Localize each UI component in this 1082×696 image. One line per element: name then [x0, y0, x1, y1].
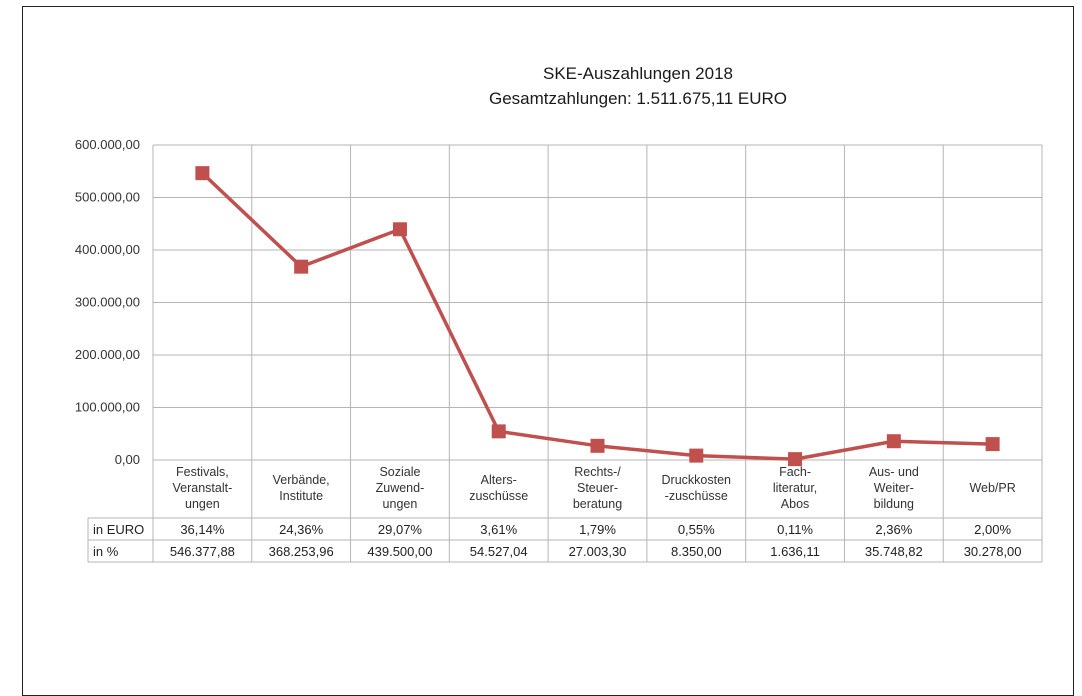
table-cell: 0,11%	[777, 522, 813, 537]
category-label-line: Soziale	[379, 465, 420, 479]
category-label: Festivals, Veranstalt-ungen	[173, 465, 233, 511]
category-label-line: Druckkosten	[662, 473, 732, 487]
chart-title: SKE-Auszahlungen 2018	[543, 64, 733, 83]
category-label-line: Aus- und	[869, 465, 919, 479]
category-label-line: Steuer-	[577, 481, 618, 495]
table-cell: 2,36%	[875, 522, 912, 537]
data-point-marker	[294, 259, 309, 274]
table-cell: 35.748,82	[865, 544, 923, 559]
category-label-line: Abos	[781, 497, 810, 511]
data-table: in EURO 36,14% 24,36% 29,07% 3,61% 1,79% 0,55%…	[87, 517, 1042, 563]
y-tick-label: 200.000,00	[75, 347, 140, 362]
category-label: Soziale Zuwend-ungen	[376, 465, 425, 511]
table-cell: 2,00%	[974, 522, 1011, 537]
category-label-line: zuschüsse	[469, 489, 528, 503]
y-axis-ticks: 0,00 100.000,00 200.000,00 300.000,00 400.00…	[75, 137, 140, 467]
data-point-marker	[886, 434, 901, 449]
data-point-marker	[392, 222, 407, 237]
category-label-line: ungen	[383, 497, 418, 511]
category-label-line: Zuwend-	[376, 481, 425, 495]
category-label-line: Weiter-	[874, 481, 914, 495]
series-line	[195, 166, 1000, 467]
table-row-header: in EURO	[93, 522, 144, 537]
table-cell: 368.253,96	[269, 544, 334, 559]
category-label-line: Web/PR	[969, 481, 1015, 495]
data-point-marker	[195, 166, 210, 181]
y-tick-label: 100.000,00	[75, 400, 140, 415]
table-cell: 1.636,11	[770, 544, 820, 559]
category-label: Fach-literatur, Abos	[773, 465, 817, 511]
category-label: Aus- und Weiter-bildung	[869, 465, 919, 511]
table-cell: 29,07%	[378, 522, 423, 537]
category-label: Rechts-/ Steuer-beratung	[573, 465, 622, 511]
table-cell: 3,61%	[480, 522, 517, 537]
category-label-line: Veranstalt-	[173, 481, 233, 495]
category-label-line: ungen	[185, 497, 220, 511]
series-line-path	[201, 171, 993, 461]
category-label-line: Rechts-/	[574, 465, 621, 479]
grid-lines	[152, 144, 1043, 562]
table-cell: 24,36%	[279, 522, 324, 537]
table-cell: 0,55%	[678, 522, 715, 537]
category-label-line: Fach-	[779, 465, 811, 479]
table-cell: 30.278,00	[964, 544, 1022, 559]
category-label: Verbände, Institute	[273, 473, 330, 503]
table-cell: 1,79%	[579, 522, 616, 537]
category-label-line: literatur,	[773, 481, 817, 495]
data-point-marker	[689, 448, 704, 463]
y-tick-label: 600.000,00	[75, 137, 140, 152]
y-tick-label: 300.000,00	[75, 295, 140, 310]
category-label-line: -zuschüsse	[665, 489, 728, 503]
category-label-line: Festivals,	[176, 465, 229, 479]
chart-subtitle: Gesamtzahlungen: 1.511.675,11 EURO	[489, 89, 787, 108]
category-label-line: Institute	[279, 489, 323, 503]
category-label-line: bildung	[874, 497, 914, 511]
table-cell: 8.350,00	[671, 544, 722, 559]
table-cell: 27.003,30	[569, 544, 627, 559]
category-label: Alters-zuschüsse	[469, 473, 528, 503]
y-tick-label: 0,00	[115, 452, 140, 467]
data-point-marker	[590, 438, 605, 453]
category-label-line: Verbände,	[273, 473, 330, 487]
y-tick-label: 500.000,00	[75, 190, 140, 205]
table-cell: 546.377,88	[170, 544, 235, 559]
category-label-line: Alters-	[481, 473, 517, 487]
data-point-marker	[491, 424, 506, 439]
data-point-marker	[985, 437, 1000, 452]
category-label-line: beratung	[573, 497, 622, 511]
data-point-marker	[788, 452, 803, 467]
table-cell: 36,14%	[180, 522, 225, 537]
table-cell: 439.500,00	[367, 544, 432, 559]
table-cell: 54.527,04	[470, 544, 528, 559]
category-label: Druckkosten -zuschüsse	[662, 473, 732, 503]
category-labels: Festivals, Veranstalt-ungen Verbände, Insti…	[173, 465, 1016, 511]
y-tick-label: 400.000,00	[75, 242, 140, 257]
table-row-header: in %	[93, 544, 119, 559]
category-label: Web/PR	[969, 481, 1015, 495]
